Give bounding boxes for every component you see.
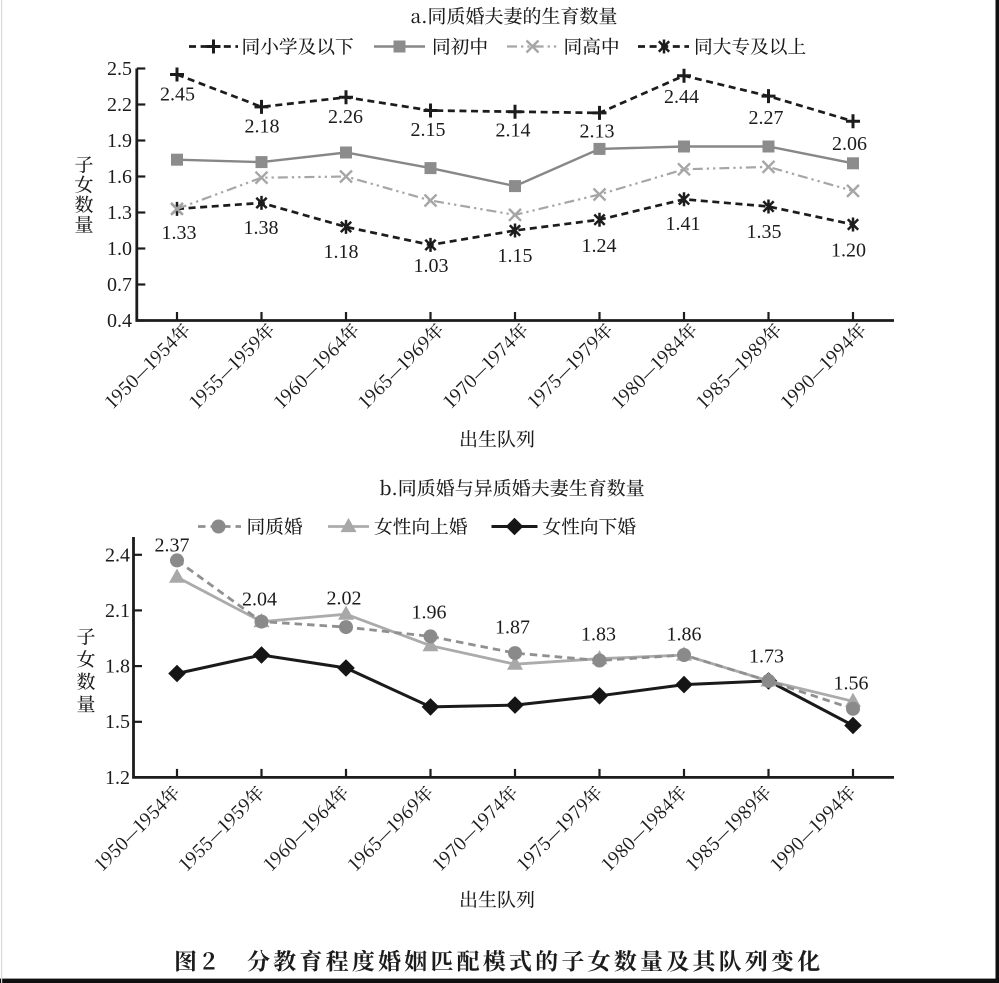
svg-text:1.56: 1.56 bbox=[834, 673, 869, 695]
svg-text:2.45: 2.45 bbox=[160, 84, 195, 106]
svg-text:1.33: 1.33 bbox=[162, 222, 197, 244]
svg-text:2.37: 2.37 bbox=[155, 535, 190, 557]
svg-text:2.15: 2.15 bbox=[411, 119, 446, 141]
svg-text:2.04: 2.04 bbox=[242, 589, 277, 611]
svg-text:1.3: 1.3 bbox=[107, 202, 132, 224]
svg-text:2.02: 2.02 bbox=[327, 588, 362, 610]
svg-text:1.41: 1.41 bbox=[666, 213, 701, 235]
svg-text:2.26: 2.26 bbox=[328, 106, 363, 128]
svg-text:2.2: 2.2 bbox=[107, 94, 132, 116]
svg-text:2.27: 2.27 bbox=[749, 107, 784, 129]
svg-text:1.20: 1.20 bbox=[831, 240, 866, 262]
svg-text:2.14: 2.14 bbox=[496, 120, 531, 142]
svg-text:2.5: 2.5 bbox=[107, 58, 132, 80]
svg-text:1.2: 1.2 bbox=[105, 767, 130, 789]
svg-text:1.87: 1.87 bbox=[495, 617, 530, 639]
svg-text:1.9: 1.9 bbox=[107, 130, 132, 152]
svg-text:1.15: 1.15 bbox=[498, 245, 533, 267]
svg-text:2.13: 2.13 bbox=[580, 121, 615, 143]
svg-text:1.18: 1.18 bbox=[324, 241, 359, 263]
svg-text:1.38: 1.38 bbox=[244, 217, 279, 239]
svg-text:1.73: 1.73 bbox=[749, 646, 784, 668]
svg-text:2.44: 2.44 bbox=[664, 86, 699, 108]
svg-text:1.8: 1.8 bbox=[105, 656, 130, 678]
svg-text:2.06: 2.06 bbox=[832, 133, 867, 155]
svg-text:1.0: 1.0 bbox=[107, 238, 132, 260]
svg-text:1.86: 1.86 bbox=[667, 624, 702, 646]
svg-text:1.5: 1.5 bbox=[105, 711, 130, 733]
svg-text:2.1: 2.1 bbox=[105, 600, 130, 622]
svg-text:2.18: 2.18 bbox=[245, 116, 280, 138]
svg-text:1.6: 1.6 bbox=[107, 166, 132, 188]
svg-text:1.83: 1.83 bbox=[581, 624, 616, 646]
svg-text:1.03: 1.03 bbox=[414, 255, 449, 277]
svg-text:1.24: 1.24 bbox=[582, 235, 617, 257]
svg-text:0.4: 0.4 bbox=[107, 310, 132, 332]
svg-text:1.35: 1.35 bbox=[747, 221, 782, 243]
svg-text:0.7: 0.7 bbox=[107, 274, 132, 296]
svg-text:2.4: 2.4 bbox=[105, 544, 130, 566]
svg-text:1.96: 1.96 bbox=[412, 602, 447, 624]
